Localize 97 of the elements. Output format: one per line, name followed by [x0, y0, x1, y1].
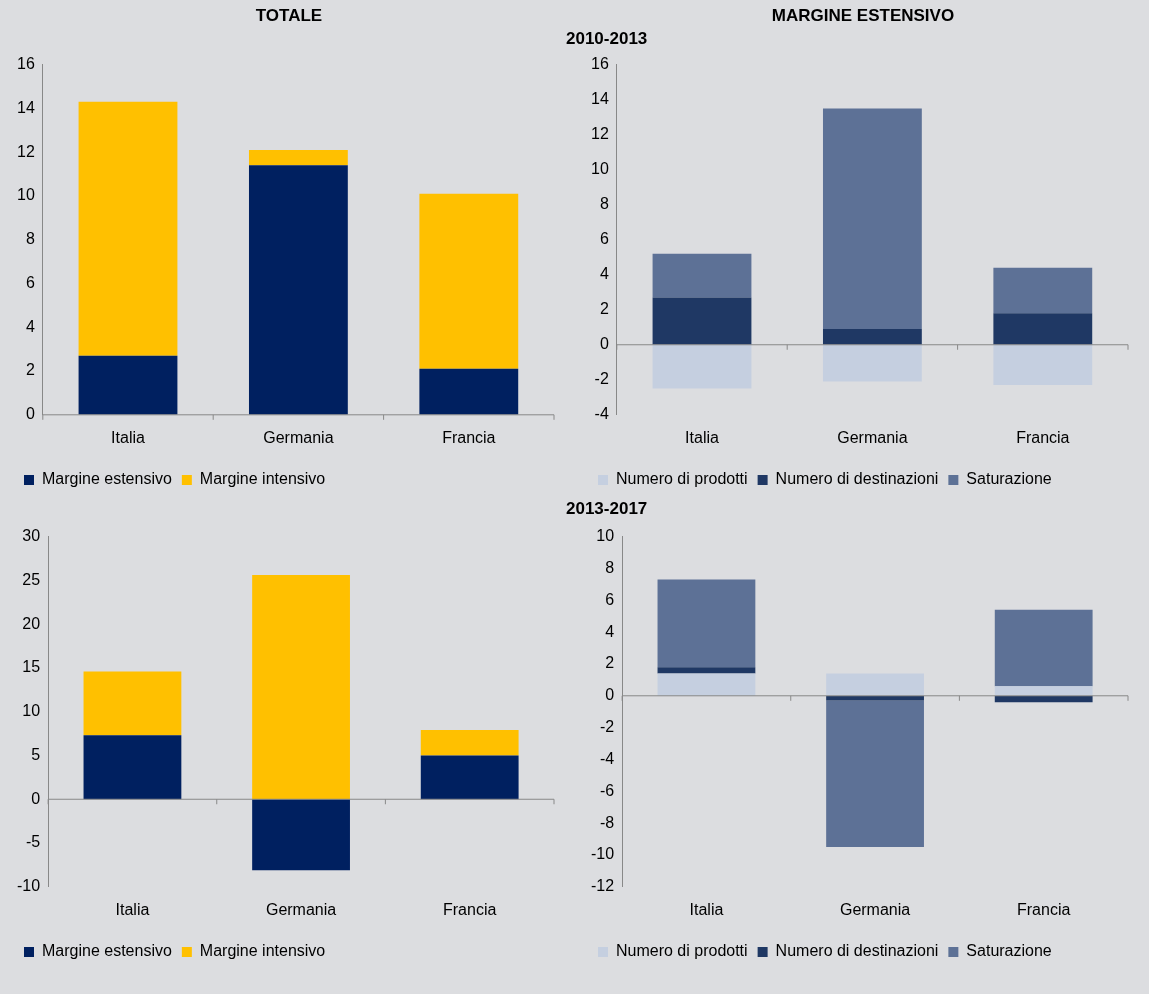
bar: [822, 344, 922, 382]
bar: [822, 329, 922, 345]
chart-subtitle: 2013-2017: [566, 498, 649, 520]
x-tick-label: Germania: [837, 428, 908, 446]
bar: [78, 101, 178, 356]
bar: [83, 735, 182, 800]
y-tick-label: 8: [599, 195, 609, 213]
legend-label: Numero di prodotti: [616, 942, 748, 960]
bar: [252, 575, 350, 800]
legend-label: Numero di prodotti: [616, 470, 748, 488]
x-tick-label: Germania: [839, 900, 911, 918]
y-tick-label: 30: [22, 527, 41, 545]
bar: [420, 730, 519, 756]
bar: [652, 297, 752, 345]
y-tick-label: 12: [591, 125, 609, 143]
y-tick-label: 20: [22, 614, 41, 632]
y-tick-label: 14: [591, 90, 609, 108]
bar: [994, 609, 1093, 687]
bar: [419, 368, 519, 415]
y-tick-label: 6: [599, 230, 609, 248]
bar: [248, 165, 348, 415]
y-tick-label: 2: [25, 361, 35, 379]
y-tick-label: 14: [17, 98, 35, 116]
x-tick-label: Germania: [263, 428, 334, 446]
legend-label: Saturazione: [966, 470, 1052, 488]
bar: [826, 700, 924, 848]
y-tick-label: 5: [31, 745, 41, 763]
y-tick-label: 25: [22, 570, 41, 588]
y-tick-label: 4: [25, 317, 35, 335]
bar: [419, 193, 519, 369]
bar: [83, 671, 182, 736]
legend-label: Margine intensivo: [199, 470, 326, 488]
y-tick-label: -2: [594, 370, 609, 388]
y-tick-label: 6: [25, 273, 35, 291]
bar: [826, 673, 924, 696]
y-tick-label: -8: [599, 813, 615, 831]
chart-title: MARGINE ESTENSIVO: [770, 5, 956, 27]
bar: [993, 313, 1093, 345]
bar: [994, 695, 1093, 703]
y-tick-label: 4: [605, 622, 615, 640]
y-tick-label: 10: [596, 527, 615, 545]
x-tick-label: Francia: [1016, 428, 1070, 446]
bar: [420, 755, 519, 800]
y-tick-label: 4: [599, 265, 609, 283]
y-tick-label: 8: [25, 230, 35, 248]
y-tick-label: 0: [605, 686, 615, 704]
x-tick-label: Italia: [685, 428, 719, 446]
y-tick-label: 0: [25, 405, 35, 423]
bar: [826, 695, 924, 701]
x-tick-label: Italia: [689, 900, 724, 918]
legend-label: Margine estensivo: [42, 470, 172, 488]
y-tick-label: -5: [25, 833, 41, 851]
y-tick-label: -6: [599, 781, 615, 799]
bar: [652, 344, 752, 389]
x-tick-label: Italia: [115, 900, 150, 918]
legend-label: Numero di destinazioni: [775, 942, 939, 960]
chart-subtitle: 2010-2013: [566, 28, 649, 50]
y-tick-label: 2: [599, 300, 609, 318]
y-tick-label: -10: [17, 877, 41, 895]
bar: [78, 355, 178, 415]
bar: [657, 673, 756, 696]
y-tick-label: 12: [17, 142, 35, 160]
legend-label: Saturazione: [966, 942, 1052, 960]
legend-label: Margine intensivo: [199, 942, 326, 960]
bar: [993, 267, 1093, 314]
y-tick-label: 10: [591, 160, 609, 178]
x-tick-label: Francia: [443, 900, 497, 918]
y-tick-label: 2: [605, 654, 615, 672]
bar: [993, 344, 1093, 386]
y-tick-label: 0: [599, 335, 609, 353]
bar: [657, 579, 756, 668]
y-tick-label: -12: [591, 877, 615, 895]
chart-title: TOTALE: [254, 5, 324, 27]
y-tick-label: -10: [591, 845, 615, 863]
y-tick-label: -4: [594, 405, 609, 423]
bar: [252, 799, 350, 871]
y-tick-label: 10: [22, 702, 41, 720]
bar: [248, 149, 348, 166]
y-tick-label: 6: [605, 590, 615, 608]
y-tick-label: 16: [591, 55, 609, 73]
x-tick-label: Francia: [1017, 900, 1071, 918]
y-tick-label: 8: [605, 558, 615, 576]
y-tick-label: 15: [22, 658, 41, 676]
y-tick-label: 10: [17, 186, 35, 204]
x-tick-label: Germania: [265, 900, 337, 918]
y-tick-label: 16: [17, 55, 35, 73]
x-tick-label: Italia: [111, 428, 145, 446]
bar: [994, 686, 1093, 696]
legend-label: Margine estensivo: [42, 942, 172, 960]
x-tick-label: Francia: [442, 428, 496, 446]
bar: [652, 253, 752, 298]
bar: [822, 108, 922, 329]
legend-label: Numero di destinazioni: [775, 470, 939, 488]
bar: [657, 667, 756, 674]
y-tick-label: -2: [599, 718, 615, 736]
y-tick-label: 0: [31, 789, 41, 807]
y-tick-label: -4: [599, 749, 615, 767]
